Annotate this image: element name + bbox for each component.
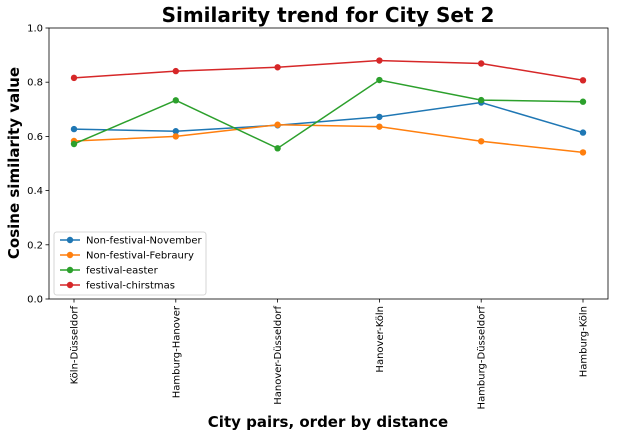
y-tick-label: 0.6 [27, 132, 43, 143]
data-point [376, 76, 383, 84]
data-point [579, 98, 587, 105]
data-point [70, 125, 78, 133]
series-line-3 [73, 59, 584, 82]
data-point [274, 121, 281, 128]
plot-area: 0.0 0.2 0.4 0.6 0.8 1.0 Köln-Düsseldorf Hamburg… [27, 24, 609, 410]
data-point [70, 74, 78, 82]
data-point [579, 77, 587, 84]
legend-marker [66, 236, 74, 244]
y-tick-label: 0.0 [27, 295, 43, 306]
series-line-2 [73, 79, 584, 150]
data-point [70, 140, 78, 148]
series-line-0 [73, 101, 584, 134]
data-point [172, 97, 179, 104]
data-point [274, 145, 281, 152]
data-point [478, 60, 485, 67]
data-point [172, 133, 179, 140]
data-point [579, 129, 587, 136]
legend-marker [66, 251, 74, 259]
y-tick-label: 0.2 [27, 240, 43, 251]
legend-marker [66, 281, 74, 289]
y-tick-label: 0.8 [27, 78, 43, 89]
data-point [376, 123, 383, 130]
y-tick-label: 1.0 [27, 24, 43, 35]
data-point [274, 64, 281, 71]
x-tick-label: Hamburg-Hanover [171, 305, 182, 398]
x-tick-label: Hamburg-Düsseldorf [477, 306, 488, 410]
plot-frame [48, 27, 609, 300]
legend-label: Non-festival-Febraury [86, 251, 194, 262]
legend: Non-festival-November Non-festival-Febrau… [53, 231, 207, 296]
y-tick-label: 0.4 [27, 186, 43, 197]
chart-title: Similarity trend for City Set 2 [162, 3, 495, 27]
legend-box [53, 231, 207, 296]
x-tick-label: Hamburg-Köln [579, 306, 590, 377]
legend-marker [66, 266, 74, 274]
data-point [172, 128, 179, 135]
y-axis-label: Cosine similarity value [5, 67, 23, 259]
x-tick-label: Köln-Düsseldorf [70, 306, 81, 385]
data-point [478, 96, 485, 104]
series-line-1 [73, 123, 584, 154]
data-point [376, 113, 383, 121]
data-point [579, 149, 587, 156]
data-point [478, 138, 485, 145]
legend-label: festival-easter [86, 266, 159, 277]
legend-label: Non-festival-November [86, 236, 202, 247]
legend-label: festival-chirstmas [86, 281, 175, 292]
data-point [376, 57, 383, 64]
data-point [172, 67, 179, 75]
x-axis-label: City pairs, order by distance [208, 413, 448, 431]
x-tick-label: Hanover-Düsseldorf [273, 306, 284, 405]
x-tick-label: Hanover-Köln [375, 306, 386, 373]
